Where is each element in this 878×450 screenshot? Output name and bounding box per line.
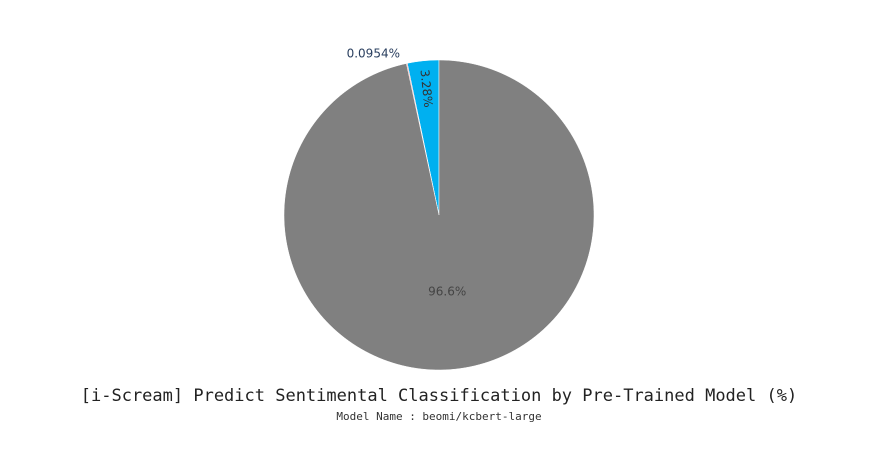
chart-subtitle: Model Name : beomi/kcbert-large xyxy=(336,410,542,423)
pie-slices xyxy=(283,59,595,371)
slice-label-1: 0.0954% xyxy=(347,46,400,60)
chart-title: [i-Scream] Predict Sentimental Classific… xyxy=(80,386,798,406)
pie-chart: 3.28% 0.0954% 96.6% xyxy=(283,46,595,371)
pie-labels: 3.28% 0.0954% 96.6% xyxy=(347,46,467,298)
pie-slice-2 xyxy=(283,59,595,371)
slice-label-0: 3.28% xyxy=(417,69,435,108)
slice-label-2: 96.6% xyxy=(428,285,466,299)
